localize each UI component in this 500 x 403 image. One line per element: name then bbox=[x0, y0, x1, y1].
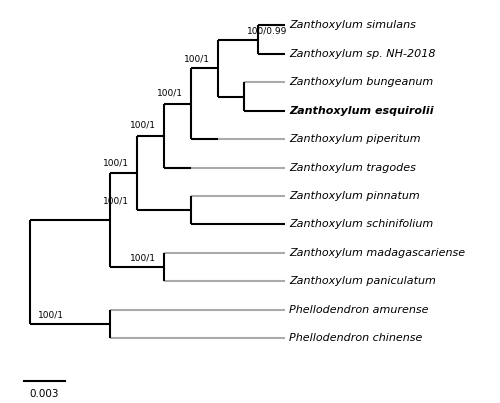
Text: 100/1: 100/1 bbox=[130, 253, 156, 263]
Text: 100/0.99: 100/0.99 bbox=[247, 27, 288, 35]
Text: 100/1: 100/1 bbox=[156, 89, 182, 98]
Text: Zanthoxylum esquirolii: Zanthoxylum esquirolii bbox=[289, 106, 434, 116]
Text: 100/1: 100/1 bbox=[38, 310, 64, 320]
Text: 0.003: 0.003 bbox=[30, 389, 59, 399]
Text: Zanthoxylum paniculatum: Zanthoxylum paniculatum bbox=[289, 276, 436, 286]
Text: Zanthoxylum madagascariense: Zanthoxylum madagascariense bbox=[289, 248, 465, 258]
Text: Zanthoxylum simulans: Zanthoxylum simulans bbox=[289, 21, 416, 31]
Text: Zanthoxylum sp. NH-2018: Zanthoxylum sp. NH-2018 bbox=[289, 49, 436, 59]
Text: Zanthoxylum pinnatum: Zanthoxylum pinnatum bbox=[289, 191, 420, 201]
Text: Phellodendron chinense: Phellodendron chinense bbox=[289, 333, 422, 343]
Text: 100/1: 100/1 bbox=[103, 158, 129, 168]
Text: 100/1: 100/1 bbox=[103, 197, 129, 206]
Text: Zanthoxylum schinifolium: Zanthoxylum schinifolium bbox=[289, 219, 433, 229]
Text: 100/1: 100/1 bbox=[184, 55, 210, 64]
Text: Zanthoxylum tragodes: Zanthoxylum tragodes bbox=[289, 162, 416, 172]
Text: Phellodendron amurense: Phellodendron amurense bbox=[289, 305, 428, 314]
Text: 100/1: 100/1 bbox=[130, 120, 156, 129]
Text: Zanthoxylum bungeanum: Zanthoxylum bungeanum bbox=[289, 77, 433, 87]
Text: Zanthoxylum piperitum: Zanthoxylum piperitum bbox=[289, 134, 420, 144]
